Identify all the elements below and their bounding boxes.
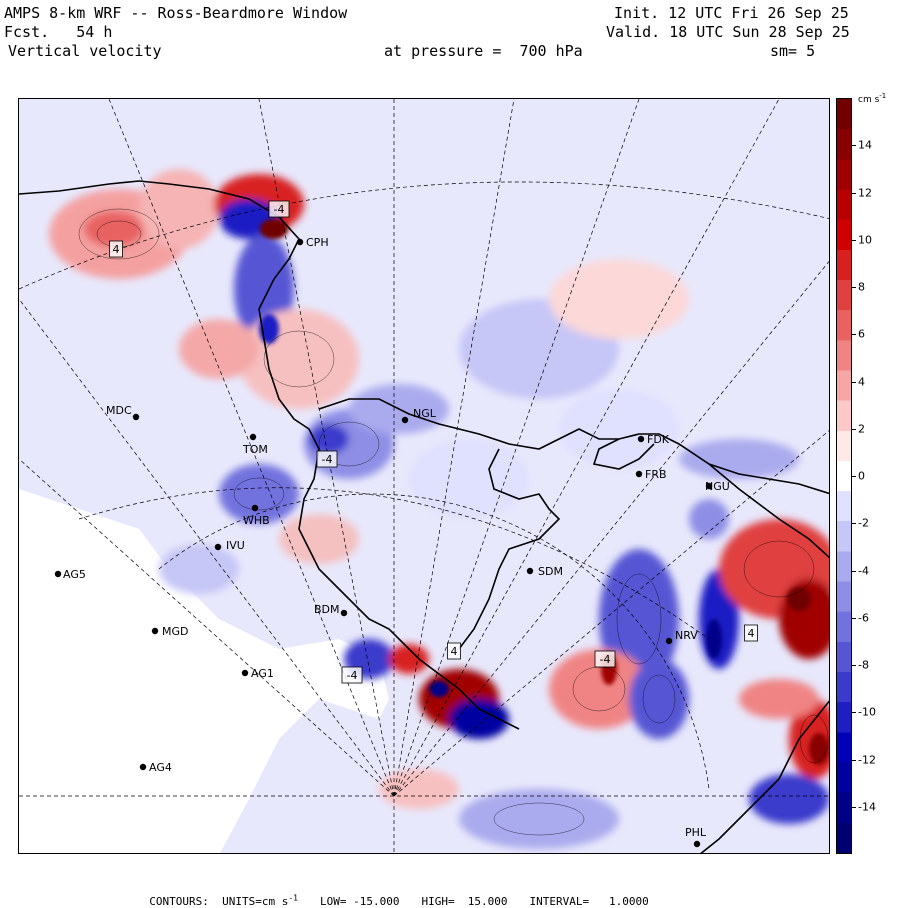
station-marker-fdk <box>637 435 645 443</box>
contour-label: -4 <box>322 453 333 466</box>
colorbar-label: -6 <box>858 611 869 625</box>
colorbar <box>836 98 852 854</box>
colorbar-label: 0 <box>858 469 865 483</box>
colorbar-label: -12 <box>858 753 876 766</box>
station-label-sdm: SDM <box>538 565 563 578</box>
coastline <box>19 180 829 853</box>
station-marker-ag5 <box>54 570 62 578</box>
colorbar-label: 8 <box>858 280 865 294</box>
station-marker-phl <box>693 840 701 848</box>
footer-units: CONTOURS: UNITS=cm s-1 <box>149 893 298 908</box>
station-marker-ag1 <box>241 669 249 677</box>
footer-high: HIGH= 15.000 <box>421 894 508 908</box>
colorbar-tick <box>852 381 856 383</box>
contour-label: -4 <box>274 203 285 216</box>
contour-label-box <box>109 240 123 258</box>
station-label-ag4: AG4 <box>149 761 172 774</box>
station-marker-frb <box>635 470 643 478</box>
contour-label: -4 <box>600 653 611 666</box>
colorbar-label: 12 <box>858 186 872 199</box>
colorbar-units: cm s-1 <box>858 92 887 105</box>
footer-interval: INTERVAL= 1.0000 <box>529 894 649 908</box>
station-marker-sdm <box>526 567 534 575</box>
station-label-tom: TOM <box>242 443 268 456</box>
contour-label: 4 <box>451 645 458 658</box>
station-label-phl: PHL <box>685 826 707 839</box>
colorbar-label: 14 <box>858 138 872 152</box>
colorbar-tick <box>852 712 856 714</box>
station-marker-ag4 <box>139 763 147 771</box>
station-label-ivu: IVU <box>226 539 245 552</box>
contour-label: 4 <box>113 243 120 256</box>
colorbar-tick <box>852 334 856 336</box>
colorbar-tick <box>852 523 856 525</box>
contour-label-box <box>447 642 461 660</box>
station-marker-mgd <box>151 627 159 635</box>
contour-label: -4 <box>347 669 358 682</box>
station-marker-ngl <box>401 416 409 424</box>
no-data-region <box>19 489 389 853</box>
colorbar-label: -2 <box>858 516 869 530</box>
colorbar-label: -14 <box>858 800 876 814</box>
station-label-ag1: AG1 <box>251 667 274 680</box>
station-label-ngl: NGL <box>413 407 437 420</box>
station-marker-cph <box>296 238 304 246</box>
field-blobs <box>49 169 829 849</box>
colorbar-tick <box>852 287 856 288</box>
map-canvas: 4 -4 -4 4 -4 4 -4 CPH MDC NGL TOM WHB IVU AG5 BDM MGD A… <box>19 99 829 853</box>
colorbar-tick <box>852 192 856 194</box>
colorbar-label: 10 <box>858 233 872 247</box>
contour-label: 4 <box>748 627 755 640</box>
contour-label-box <box>316 450 338 468</box>
station-marker-nrv <box>665 637 673 645</box>
colorbar-label: -8 <box>858 658 869 672</box>
colorbar-tick <box>852 476 856 477</box>
station-label-bdm: BDM <box>314 603 340 616</box>
station-label-mgd: MGD <box>162 625 189 638</box>
colorbar-tick <box>852 239 856 241</box>
station-label-whb: WHB <box>243 514 270 527</box>
contour-label-group: 4 -4 -4 4 -4 4 -4 <box>109 200 758 684</box>
colorbar-tick <box>852 145 856 147</box>
contour-label-box <box>268 200 290 218</box>
station-group: CPH MDC NGL TOM WHB IVU AG5 BDM MGD AG1 AG4 SDM FDK F… <box>54 236 730 848</box>
contour-label-box <box>744 624 758 642</box>
station-marker-tom <box>249 433 257 441</box>
colorbar-tick <box>852 617 856 619</box>
colorbar-tick <box>852 759 856 761</box>
map-panel[interactable]: 4 -4 -4 4 -4 4 -4 CPH MDC NGL TOM WHB IVU AG5 BDM MGD A… <box>18 98 830 854</box>
station-marker-ivu <box>214 543 222 551</box>
station-marker-mdc <box>132 413 140 421</box>
footer-low: LOW= -15.000 <box>319 894 400 908</box>
colorbar-label: 6 <box>858 327 865 341</box>
title-line1: AMPS 8-km WRF -- Ross-Beardmore Window <box>4 4 348 22</box>
colorbar-tick <box>852 665 856 666</box>
station-marker-whb <box>251 504 259 512</box>
smoothing: sm= 5 <box>770 42 816 60</box>
station-label-ngu: NGU <box>705 480 730 493</box>
station-marker-ngu <box>705 482 713 490</box>
contour-label-box <box>341 666 363 684</box>
station-marker-bdm <box>340 609 348 617</box>
footer: CONTOURS: UNITS=cm s-1 LOW= -15.000 HIGH= … <box>136 880 671 908</box>
station-label-nrv: NRV <box>675 629 698 642</box>
colorbar-label: 2 <box>858 422 865 436</box>
field-name: Vertical velocity <box>8 42 162 60</box>
colorbar-label: -4 <box>858 564 869 577</box>
station-label-cph: CPH <box>306 236 329 249</box>
colorbar-label: -10 <box>858 705 876 719</box>
pressure-level: at pressure = 700 hPa <box>384 42 583 60</box>
forecast-hour: Fcst. 54 h <box>4 23 113 41</box>
contour-label-box <box>594 650 616 668</box>
colorbar-label: 4 <box>858 375 865 388</box>
station-label-mdc: MDC <box>106 404 132 417</box>
colorbar-tick <box>852 806 856 808</box>
init-time: Init. 12 UTC Fri 26 Sep 25 <box>614 4 849 22</box>
valid-time: Valid. 18 UTC Sun 28 Sep 25 <box>606 23 850 41</box>
colorbar-tick <box>852 428 856 430</box>
station-label-frb: FRB <box>645 468 667 481</box>
colorbar-tick <box>852 570 856 572</box>
station-label-fdk: FDK <box>647 433 670 446</box>
station-label-ag5: AG5 <box>63 568 86 581</box>
